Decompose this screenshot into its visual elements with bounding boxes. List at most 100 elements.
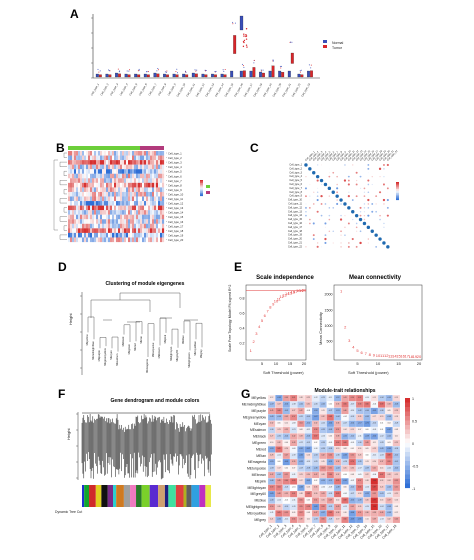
panel-b-heat-cell — [146, 219, 149, 224]
panel-g-row-label: MEbrown — [252, 473, 266, 477]
panel-c-corr-dot — [386, 187, 389, 190]
panel-b-heat-cell — [96, 160, 99, 165]
panel-b-heat-cell — [118, 160, 121, 165]
panel-b-heat-cell — [108, 223, 111, 229]
panel-b-heat-cell — [92, 191, 95, 197]
panel-b-heat-cell — [80, 155, 83, 161]
panel-g-cell-value: -0.57 — [321, 512, 325, 514]
panel-b-heat-cell — [84, 210, 87, 215]
panel-e-right-ytick: 500 — [327, 340, 333, 344]
panel-a-outlier — [242, 45, 245, 48]
panel-b-heat-cell — [92, 237, 95, 243]
panel-b-heat-cell — [136, 228, 139, 233]
panel-g-cell-value: 0.23 — [277, 429, 280, 431]
panel-b-heat-cell — [146, 160, 149, 165]
panel-c-colorbar-step — [396, 194, 399, 197]
panel-c-row-label: Cell_type_22 — [288, 245, 303, 248]
panel-g-cell-value: 0.18 — [395, 416, 398, 418]
panel-b-heat-cell — [82, 196, 85, 202]
panel-b-heat-cell — [92, 219, 95, 224]
panel-b-heat-cell — [124, 164, 127, 170]
panel-b-heat-cell — [150, 151, 153, 156]
panel-a-outlier — [157, 69, 159, 71]
panel-e-right-point: 11 — [380, 353, 385, 358]
panel-b-heat-cell — [132, 196, 135, 202]
panel-c-corr-dot — [328, 207, 331, 209]
panel-a-box-normal — [172, 73, 176, 78]
panel-b-heat-cell — [142, 201, 145, 206]
panel-b-heat-cell — [134, 182, 137, 188]
panel-c-corr-dot — [324, 187, 326, 189]
panel-b-heat-cell — [120, 160, 123, 165]
panel-c-row-label: Cell_type_13 — [288, 210, 303, 213]
panel-g-cell-value: 0.26 — [365, 499, 368, 501]
panel-b-heat-cell — [70, 173, 73, 179]
panel-g-cell-value: 0.09 — [292, 512, 295, 514]
panel-c-colorbar-step — [396, 196, 399, 199]
panel-g-cell-value: 0.51 — [285, 474, 288, 476]
panel-g-cell-value: -0.15 — [343, 506, 347, 508]
panel-g-cell-value: 0.65 — [358, 487, 361, 489]
panel-b-heat-cell — [142, 155, 145, 161]
panel-a-box-tumor — [290, 52, 294, 64]
panel-b-heat-cell — [158, 160, 161, 165]
panel-b-heat-cell — [70, 169, 73, 174]
panel-g-colorbar-step — [405, 434, 410, 439]
panel-d-branch — [183, 320, 191, 351]
panel-b-heat-cell — [100, 151, 103, 156]
panel-g-cell-value: -0.24 — [380, 506, 384, 508]
panel-g-cell-value: -0.05 — [329, 442, 333, 444]
panel-b-heat-cell — [128, 205, 131, 211]
panel-b-heat-cell — [74, 232, 77, 238]
panel-g-cell-value: 0.38 — [336, 435, 339, 437]
panel-b-heat-cell — [128, 187, 131, 193]
panel-a-outlier — [299, 71, 301, 73]
panel-g-cell-value: 0.43 — [292, 442, 295, 444]
panel-b-heat-cell — [162, 182, 165, 188]
panel-g-cell-value: -0.63 — [299, 487, 303, 489]
panel-b-heat-cell — [104, 214, 107, 220]
panel-b-heat-cell — [138, 178, 141, 183]
panel-e-left-point: 17 — [293, 289, 298, 294]
panel-b-heat-cell — [116, 151, 119, 156]
panel-b-heat-cell — [122, 151, 125, 156]
panel-c-corr-dot — [367, 207, 370, 209]
panel-c-corr-dot — [344, 215, 346, 217]
panel-b-heat-cell — [114, 160, 117, 165]
panel-b-heat-cell — [156, 201, 159, 206]
panel-g-cell-value: 0.49 — [329, 499, 332, 501]
panel-a-outlier — [195, 70, 197, 72]
panel-b-heat-cell — [86, 237, 89, 243]
panel-g-cell-value: -0.14 — [277, 499, 281, 501]
panel-f-module-color — [149, 485, 159, 507]
panel-b-heat-cell — [72, 196, 75, 202]
panel-b-heat-cell — [112, 178, 115, 183]
panel-g-cell-value: 0.15 — [373, 397, 376, 399]
panel-b-heat-cell — [104, 151, 107, 156]
panel-b-heat-cell — [150, 232, 153, 238]
panel-a-outlier — [260, 69, 262, 71]
panel-g-cell-value: 0.42 — [270, 474, 273, 476]
panel-a-outlier — [97, 68, 99, 70]
panel-d-title: Clustering of module eigengenes — [105, 281, 185, 287]
panel-b-heat-cell — [124, 214, 127, 220]
panel-b-heat-cell — [160, 210, 163, 215]
panel-b-heat-cell — [112, 232, 115, 238]
panel-c-corr-dot — [352, 164, 354, 166]
panel-d-leaf-label: MElightgreen — [187, 352, 191, 368]
panel-g-cell-value: -0.31 — [299, 416, 303, 418]
panel-a-box-tumor — [310, 70, 313, 78]
panel-b-heat-cell — [130, 228, 133, 233]
panel-g-cell-value: -0.42 — [351, 435, 355, 437]
panel-b-heat-cell — [92, 201, 95, 206]
panel-c-corr-dot — [320, 194, 323, 198]
panel-c-corr-dot — [316, 210, 319, 213]
panel-g-cell-value: -0.11 — [329, 397, 333, 399]
panel-e-right-point: 20 — [417, 354, 422, 359]
panel-b-heat-cell — [138, 151, 141, 156]
panel-b-heat-cell — [144, 210, 147, 215]
panel-b-heat-cell — [162, 219, 165, 224]
panel-b-heat-cell — [88, 223, 91, 229]
panel-b-heat-cell — [68, 182, 71, 188]
